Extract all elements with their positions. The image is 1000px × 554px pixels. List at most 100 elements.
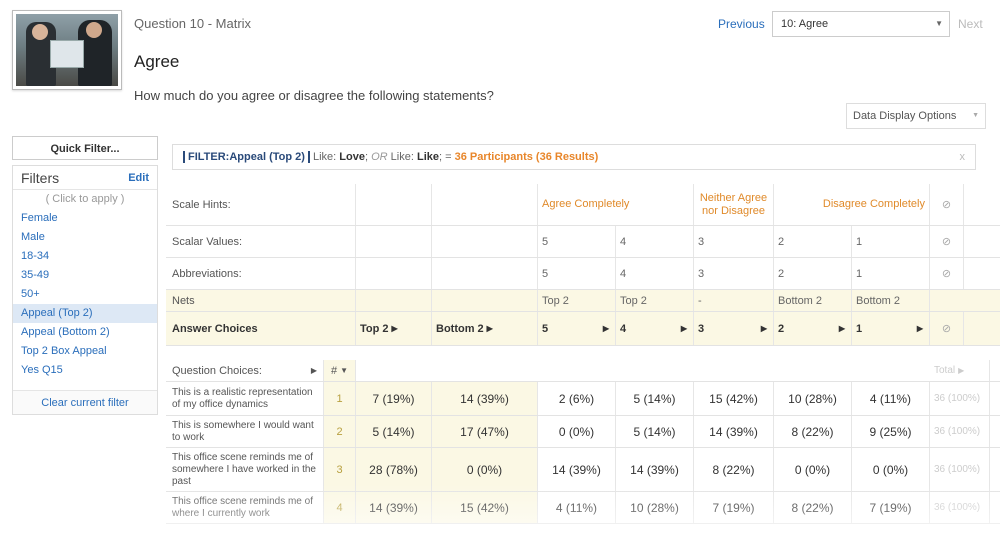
filter-like-value: Like [416,151,439,163]
answer-column-header[interactable]: 3 ▶ [694,312,774,345]
total-value: 36 (100%) [930,382,990,415]
hide-icon[interactable]: ⊘ [930,258,964,289]
total-value: 36 (100%) [930,492,990,523]
play-icon: ▶ [916,324,923,333]
answer-value[interactable]: 5 (14%) [616,382,694,415]
top2-value[interactable]: 14 (39%) [356,492,432,523]
bottom2-value[interactable]: 14 (39%) [432,382,538,415]
answer-value[interactable]: 8 (22%) [774,492,852,523]
filters-title: Filters [21,170,60,186]
total-value: 36 (100%) [930,448,990,491]
question-choices-text: Question Choices: [172,364,262,377]
filter-item: ( Click to apply ) [45,193,125,205]
question-choices-label[interactable]: Question Choices: ▶ [166,360,324,381]
net-column-header[interactable]: Bottom 2 ▶ [432,312,538,345]
sort-number-header[interactable]: # ▼ [324,360,356,381]
data-display-options-label: Data Display Options [853,110,957,122]
net-value: Bottom 2 [852,290,930,311]
abbreviation-value: 2 [774,258,852,289]
top2-value[interactable]: 7 (19%) [356,382,432,415]
answer-column-header[interactable]: 2 ▶ [774,312,852,345]
answer-value[interactable]: 8 (22%) [694,448,774,491]
filter-item[interactable]: 18-34 [21,250,50,262]
bottom2-value[interactable]: 0 (0%) [432,448,538,491]
row-number: 2 [324,416,356,447]
answer-value[interactable]: 0 (0%) [538,416,616,447]
answer-value[interactable]: 15 (42%) [694,382,774,415]
filter-separator: ; [364,151,369,163]
chevron-down-icon: ▼ [935,19,943,28]
net-column-label: Top 2 [360,322,389,335]
answer-value[interactable]: 4 (11%) [538,492,616,523]
nets-label: Nets [166,290,356,311]
answer-value[interactable]: 10 (28%) [616,492,694,523]
answer-choices-label: Answer Choices [166,312,356,345]
question-select[interactable]: 10: Agree ▼ [772,11,950,37]
filter-item[interactable]: Male [21,231,45,243]
play-icon: ▶ [486,324,493,333]
answer-value[interactable]: 7 (19%) [852,492,930,523]
abbreviation-value: 3 [694,258,774,289]
scalar-values-row: Scalar Values: 5 4 3 2 1 ⊘ [166,226,1000,258]
answer-value[interactable]: 0 (0%) [774,448,852,491]
answer-choices-row: Answer Choices Top 2 ▶ Bottom 2 ▶ 5 ▶ 4 ▶ 3 ▶ 2 ▶ 1 ▶ ⊘ [166,312,1000,346]
play-icon: ▶ [680,324,687,333]
answer-value[interactable]: 7 (19%) [694,492,774,523]
play-icon: ▶ [310,366,317,375]
bottom2-value[interactable]: 15 (42%) [432,492,538,523]
play-icon: ▶ [391,324,398,333]
filter-item[interactable]: Appeal (Bottom 2) [21,326,110,338]
total-header[interactable]: Total ▶ [930,360,990,381]
hide-icon[interactable]: ⊘ [930,184,964,225]
quick-filter-button[interactable]: Quick Filter... [12,136,158,160]
answer-value[interactable]: 8 (22%) [774,416,852,447]
top2-value[interactable]: 5 (14%) [356,416,432,447]
question-choice-text: This office scene reminds me of somewher… [166,448,324,491]
answer-column-header[interactable]: 1 ▶ [852,312,930,345]
answer-value[interactable]: 14 (39%) [538,448,616,491]
filter-tag[interactable]: FILTER:Appeal (Top 2) [183,151,310,163]
answer-value[interactable]: 4 (11%) [852,382,930,415]
answer-column-header[interactable]: 5 ▶ [538,312,616,345]
nets-row: Nets Top 2 Top 2- Bottom 2 Bottom 2 [166,290,1000,312]
answer-value[interactable]: 14 (39%) [694,416,774,447]
question-text: How much do you agree or disagree the fo… [134,88,494,103]
bottom2-value[interactable]: 17 (47%) [432,416,538,447]
hide-icon[interactable]: ⊘ [930,226,964,257]
edit-filters-link[interactable]: Edit [128,172,149,184]
answer-column-label: 4 [620,322,627,335]
answer-value[interactable]: 0 (0%) [852,448,930,491]
close-icon[interactable]: x [959,151,966,163]
answer-value[interactable]: 2 (6%) [538,382,616,415]
filter-item[interactable]: 35-49 [21,269,50,281]
filter-item[interactable]: 50+ [21,288,40,300]
net-column-label: Bottom 2 [436,322,484,335]
question-thumbnail [12,10,122,90]
play-icon: ▶ [958,366,965,375]
top2-value[interactable]: 28 (78%) [356,448,432,491]
net-column-header[interactable]: Top 2 ▶ [356,312,432,345]
next-link[interactable]: Next [958,17,983,31]
data-display-options[interactable]: Data Display Options ▼ [846,103,986,129]
answer-value[interactable]: 5 (14%) [616,416,694,447]
filters-panel: Filters Edit ( Click to apply ) Female Mal… [12,165,158,415]
empty-cell [356,290,432,311]
answer-column-label: 1 [856,322,863,335]
answer-value[interactable]: 10 (28%) [774,382,852,415]
answer-column-header[interactable]: 4 ▶ [616,312,694,345]
table-row: This office scene reminds me of somewher… [166,448,1000,492]
filter-item[interactable]: Yes Q15 [21,364,63,376]
filter-item[interactable]: Female [21,212,58,224]
filter-item[interactable]: Appeal (Top 2) [13,304,157,323]
previous-link[interactable]: Previous [718,17,765,31]
clear-filter-link[interactable]: Clear current filter [13,390,157,414]
filter-like-label-2: Like: [390,151,414,163]
answer-value[interactable]: 14 (39%) [616,448,694,491]
total-label: Total [934,365,956,376]
abbreviation-value: 1 [852,258,930,289]
answer-value[interactable]: 9 (25%) [852,416,930,447]
abbreviation-value: 4 [616,258,694,289]
abbreviations-row: Abbreviations: 5 4 3 2 1 ⊘ [166,258,1000,290]
filter-item[interactable]: Top 2 Box Appeal [21,345,107,357]
hide-icon[interactable]: ⊘ [930,312,964,345]
